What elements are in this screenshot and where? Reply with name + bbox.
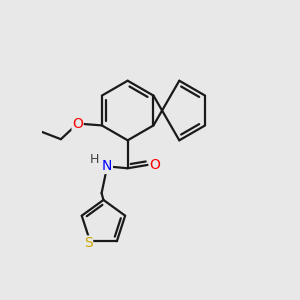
Text: O: O [149, 158, 160, 172]
Text: H: H [89, 153, 99, 166]
Text: S: S [84, 236, 93, 250]
Text: N: N [102, 159, 112, 173]
Text: O: O [72, 117, 83, 130]
